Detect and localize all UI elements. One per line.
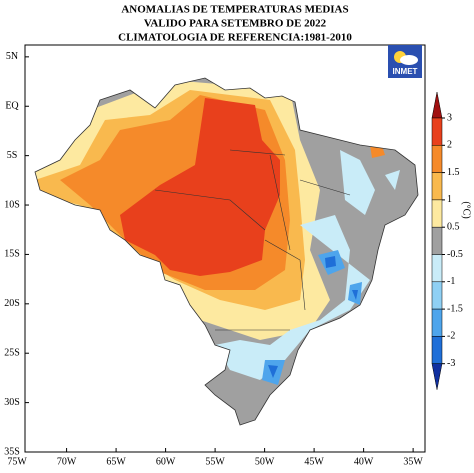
logo-cloud bbox=[400, 55, 418, 65]
colorbar-tick-label: -0.5 bbox=[447, 249, 463, 260]
x-tick-label: 75W bbox=[7, 456, 27, 467]
y-tick-label: 35S bbox=[4, 446, 20, 457]
y-tick-label: 15S bbox=[4, 249, 20, 260]
colorbar-tick-label: 2 bbox=[447, 140, 452, 151]
title-line: VALIDO PARA SETEMBRO DE 2022 bbox=[144, 18, 327, 30]
colorbar-bin bbox=[431, 199, 443, 228]
colorbar-bin bbox=[431, 308, 443, 337]
colorbar-bin bbox=[431, 117, 443, 146]
colorbar-bin bbox=[431, 336, 443, 364]
y-tick-label: 20S bbox=[4, 298, 20, 309]
country-border bbox=[34, 77, 419, 426]
x-tick-label: 55W bbox=[205, 456, 225, 467]
y-tick-label: EQ bbox=[5, 101, 19, 112]
colorbar-bin bbox=[431, 172, 443, 201]
x-tick-label: 50W bbox=[255, 456, 275, 467]
x-tick-label: 45W bbox=[304, 456, 324, 467]
colorbar-tick-label: 0.5 bbox=[447, 221, 460, 232]
colorbar-unit: (°C) bbox=[461, 201, 472, 218]
field-light-blue bbox=[215, 215, 370, 380]
colorbar-tick-label: 3 bbox=[447, 112, 452, 123]
colorbar-tick-label: 1 bbox=[447, 194, 452, 205]
colorbar-tick-label: -1.5 bbox=[447, 303, 463, 314]
colorbar-tick-label: -3 bbox=[447, 358, 455, 369]
logo-text: INMET bbox=[393, 67, 418, 76]
x-tick-label: 65W bbox=[106, 456, 126, 467]
x-tick-label: 40W bbox=[354, 456, 374, 467]
y-tick-label: 10S bbox=[4, 199, 20, 210]
x-tick-label: 70W bbox=[57, 456, 77, 467]
colorbar-bin bbox=[431, 281, 443, 310]
y-tick-label: 5S bbox=[7, 150, 18, 161]
colorbar-end bbox=[431, 91, 443, 119]
colorbar-bin bbox=[431, 145, 443, 173]
y-tick-label: 5N bbox=[6, 51, 18, 62]
colorbar-tick-label: -2 bbox=[447, 331, 455, 342]
x-tick-label: 60W bbox=[156, 456, 176, 467]
field-light-blue-ne bbox=[340, 150, 400, 215]
field-red bbox=[120, 98, 280, 276]
colorbar-tick-label: -1 bbox=[447, 276, 455, 287]
colorbar-bin bbox=[431, 226, 443, 255]
y-tick-label: 25S bbox=[4, 348, 20, 359]
colorbar-tick-label: 1.5 bbox=[447, 167, 460, 178]
colorbar-bin bbox=[431, 254, 443, 283]
title-line: ANOMALIAS DE TEMPERATURAS MEDIAS bbox=[121, 4, 348, 16]
title-line: CLIMATOLOGIA DE REFERENCIA:1981-2010 bbox=[118, 32, 352, 44]
state-borders bbox=[154, 149, 351, 331]
colorbar-end bbox=[431, 363, 443, 390]
x-tick-label: 35W bbox=[403, 456, 423, 467]
y-tick-label: 30S bbox=[4, 397, 20, 408]
